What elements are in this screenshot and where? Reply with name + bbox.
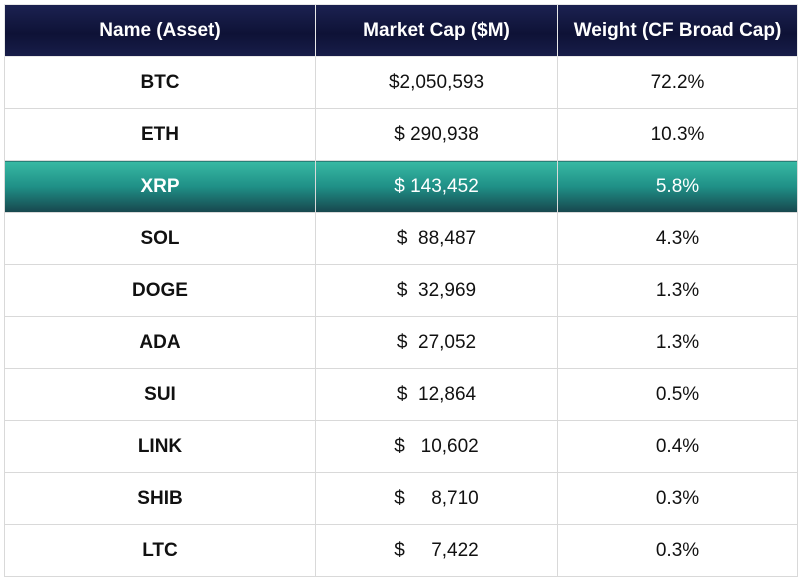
table-row: DOGE $ 32,969 1.3% — [4, 264, 798, 317]
cell-market-cap: $ 7,422 — [315, 524, 558, 577]
cell-weight: 4.3% — [557, 212, 798, 265]
market-cap-value: $ 12,864 — [396, 383, 477, 405]
cell-market-cap: $2,050,593 — [315, 56, 558, 109]
cell-asset-name: ETH — [4, 108, 316, 161]
table-row: LINK $ 10,602 0.4% — [4, 420, 798, 473]
market-cap-value: $2,050,593 — [388, 71, 485, 93]
table-header: Name (Asset) Market Cap ($M) Weight (CF … — [4, 4, 798, 57]
cell-market-cap: $ 27,052 — [315, 316, 558, 369]
cell-market-cap: $ 290,938 — [315, 108, 558, 161]
crypto-market-cap-table: Name (Asset) Market Cap ($M) Weight (CF … — [4, 4, 798, 577]
table-row: ETH $ 290,938 10.3% — [4, 108, 798, 161]
cell-asset-name: LINK — [4, 420, 316, 473]
market-cap-value: $ 8,710 — [394, 487, 479, 509]
cell-weight: 0.3% — [557, 524, 798, 577]
table-row: XRP $ 143,452 5.8% — [4, 160, 798, 213]
cell-weight: 1.3% — [557, 316, 798, 369]
cell-market-cap: $ 10,602 — [315, 420, 558, 473]
cell-market-cap: $ 12,864 — [315, 368, 558, 421]
cell-asset-name: XRP — [4, 160, 316, 213]
table-body: BTC $2,050,593 72.2% ETH $ 290,938 10.3% XRP $ … — [4, 56, 798, 577]
header-row: Name (Asset) Market Cap ($M) Weight (CF … — [4, 4, 798, 57]
table-row: LTC $ 7,422 0.3% — [4, 524, 798, 577]
market-cap-value: $ 88,487 — [396, 227, 477, 249]
cell-market-cap: $ 143,452 — [315, 160, 558, 213]
cell-asset-name: LTC — [4, 524, 316, 577]
table-row: SOL $ 88,487 4.3% — [4, 212, 798, 265]
cell-asset-name: BTC — [4, 56, 316, 109]
cell-asset-name: ADA — [4, 316, 316, 369]
table-row: SUI $ 12,864 0.5% — [4, 368, 798, 421]
table-row: BTC $2,050,593 72.2% — [4, 56, 798, 109]
cell-asset-name: SOL — [4, 212, 316, 265]
cell-weight: 0.4% — [557, 420, 798, 473]
cell-weight: 5.8% — [557, 160, 798, 213]
cell-weight: 1.3% — [557, 264, 798, 317]
cell-weight: 72.2% — [557, 56, 798, 109]
cell-weight: 0.3% — [557, 472, 798, 525]
column-header-asset: Name (Asset) — [4, 4, 316, 57]
cell-asset-name: SHIB — [4, 472, 316, 525]
cell-market-cap: $ 32,969 — [315, 264, 558, 317]
market-cap-value: $ 7,422 — [394, 539, 479, 561]
market-cap-value: $ 27,052 — [396, 331, 477, 353]
market-cap-value: $ 290,938 — [394, 123, 479, 145]
cell-asset-name: DOGE — [4, 264, 316, 317]
table-row: SHIB $ 8,710 0.3% — [4, 472, 798, 525]
market-cap-value: $ 32,969 — [396, 279, 477, 301]
column-header-weight: Weight (CF Broad Cap) — [557, 4, 798, 57]
cell-weight: 0.5% — [557, 368, 798, 421]
cell-market-cap: $ 88,487 — [315, 212, 558, 265]
cell-market-cap: $ 8,710 — [315, 472, 558, 525]
market-cap-value: $ 10,602 — [394, 435, 479, 457]
table-row: ADA $ 27,052 1.3% — [4, 316, 798, 369]
cell-weight: 10.3% — [557, 108, 798, 161]
cell-asset-name: SUI — [4, 368, 316, 421]
column-header-market-cap: Market Cap ($M) — [315, 4, 558, 57]
market-cap-value: $ 143,452 — [394, 175, 479, 197]
